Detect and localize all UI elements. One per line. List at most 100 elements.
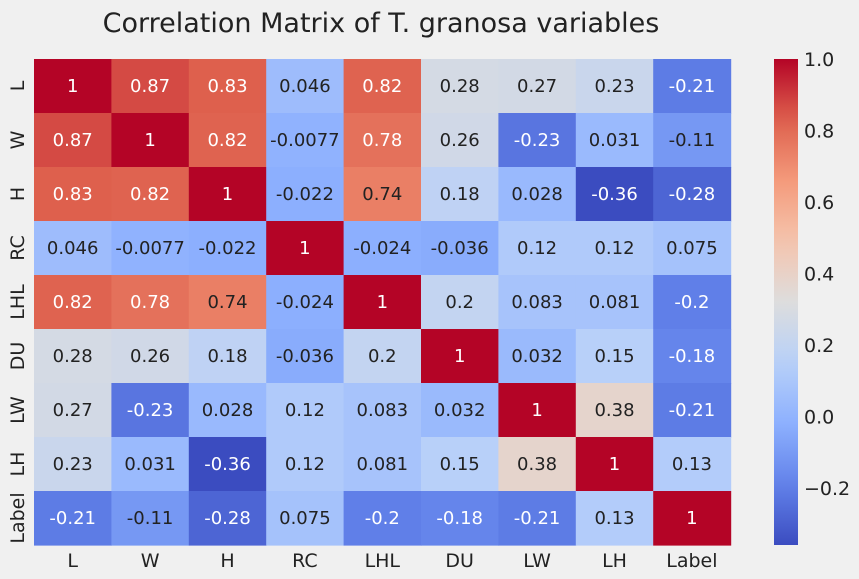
cell-value-label: 0.083 [511,292,563,313]
cell-value-label: 0.032 [434,400,486,421]
cell-value-label: -0.21 [669,76,716,97]
chart-title: Correlation Matrix of T. granosa variabl… [103,8,660,39]
cell-value-label: 0.046 [47,238,99,259]
cell-value-label: 0.081 [357,454,409,475]
heatmap-cell [498,59,577,114]
cell-value-label: 1 [609,454,620,475]
heatmap-cell [575,383,654,438]
heatmap-cell [653,59,732,114]
x-tick-label: RC [292,550,318,572]
x-tick-label: L [67,550,78,572]
y-tick-label: LW [7,396,29,424]
cell-value-label: 0.031 [589,130,641,151]
heatmap-cell [575,59,654,114]
heatmap-cell [34,437,112,492]
cell-value-label: 0.032 [511,346,563,367]
y-tick-label: RC [7,235,29,261]
heatmap-cells: 1 0.87 0.83 0.046 0.82 0.28 0.27 0.23 -0.210.87 1… [34,59,732,546]
cell-value-label: 0.15 [594,346,634,367]
cell-value-label: 0.12 [285,400,325,421]
heatmap-cell [34,383,112,438]
y-tick-label: W [7,130,29,149]
x-tick-label: LHL [365,550,401,572]
y-tick-label: L [7,80,29,91]
cell-value-label: -0.11 [127,508,174,529]
heatmap-cell [421,437,499,492]
heatmap-cell [421,221,499,276]
cell-value-label: -0.024 [276,292,334,313]
heatmap-cell [111,437,190,492]
cell-value-label: -0.036 [431,238,489,259]
heatmap-cell [111,275,190,330]
cell-value-label: -0.2 [674,292,709,313]
heatmap-cell [111,59,190,114]
heatmap-cell [343,59,422,114]
cell-value-label: 0.28 [53,346,93,367]
cell-value-label: 1 [67,76,78,97]
heatmap-cell [653,329,732,384]
heatmap-cell [498,437,577,492]
cell-value-label: 0.075 [279,508,331,529]
cell-value-label: 0.78 [130,292,170,313]
heatmap-cell [421,329,499,384]
cell-value-label: 1 [686,508,697,529]
cell-value-label: 0.081 [589,292,641,313]
cell-value-label: 0.15 [440,454,480,475]
heatmap-cell [34,275,112,330]
heatmap-cell [343,329,422,384]
cell-value-label: 0.87 [130,76,170,97]
heatmap-cell [343,437,422,492]
cell-value-label: 0.78 [362,130,402,151]
heatmap-cell [188,275,267,330]
cell-value-label: -0.0077 [270,130,339,151]
heatmap-cell [653,167,732,222]
cell-value-label: -0.36 [204,454,251,475]
cell-value-label: -0.23 [127,400,174,421]
heatmap-cell [653,113,732,168]
colorbar-tick-label: 0.8 [804,120,834,142]
heatmap-cell [498,383,577,438]
heatmap-cell [498,167,577,222]
cell-value-label: 0.74 [207,292,247,313]
heatmap-cell [653,383,732,438]
cell-value-label: 0.28 [440,76,480,97]
cell-value-label: 0.74 [362,184,402,205]
cell-value-label: 1 [222,184,233,205]
cell-value-label: 0.075 [666,238,718,259]
heatmap-cell [34,329,112,384]
heatmap-cell [498,329,577,384]
x-tick-label: W [141,550,160,572]
colorbar: 1.0 0.8 0.6 0.4 0.2 0.0 −0.2 [774,49,850,545]
colorbar-tick-label: 0.6 [804,192,834,214]
x-tick-label: LH [602,550,627,572]
cell-value-label: -0.36 [591,184,638,205]
y-tick-label: Label [7,492,29,543]
heatmap-cell [575,329,654,384]
cell-value-label: 0.27 [53,400,93,421]
y-tick-label: LHL [7,284,29,320]
heatmap-cell [498,221,577,276]
cell-value-label: -0.21 [49,508,96,529]
heatmap-cell [188,59,267,114]
heatmap-cell [266,221,345,276]
heatmap-cell [421,113,499,168]
heatmap-cell [188,329,267,384]
heatmap-cell [188,221,267,276]
heatmap-cell [653,275,732,330]
x-tick-label: LW [523,550,551,572]
heatmap-cell [343,113,422,168]
cell-value-label: 0.82 [53,292,93,313]
heatmap-cell [498,113,577,168]
heatmap-cell [421,167,499,222]
colorbar-tick-label: 0.2 [804,335,834,357]
heatmap-cell [111,383,190,438]
cell-value-label: 0.83 [207,76,247,97]
y-tick-label: LH [7,452,29,477]
cell-value-label: 0.26 [440,130,480,151]
cell-value-label: 1 [144,130,155,151]
heatmap-cell [575,491,654,546]
cell-value-label: 1 [299,238,310,259]
heatmap-cell [653,221,732,276]
cell-value-label: -0.2 [365,508,400,529]
cell-value-label: 0.18 [207,346,247,367]
